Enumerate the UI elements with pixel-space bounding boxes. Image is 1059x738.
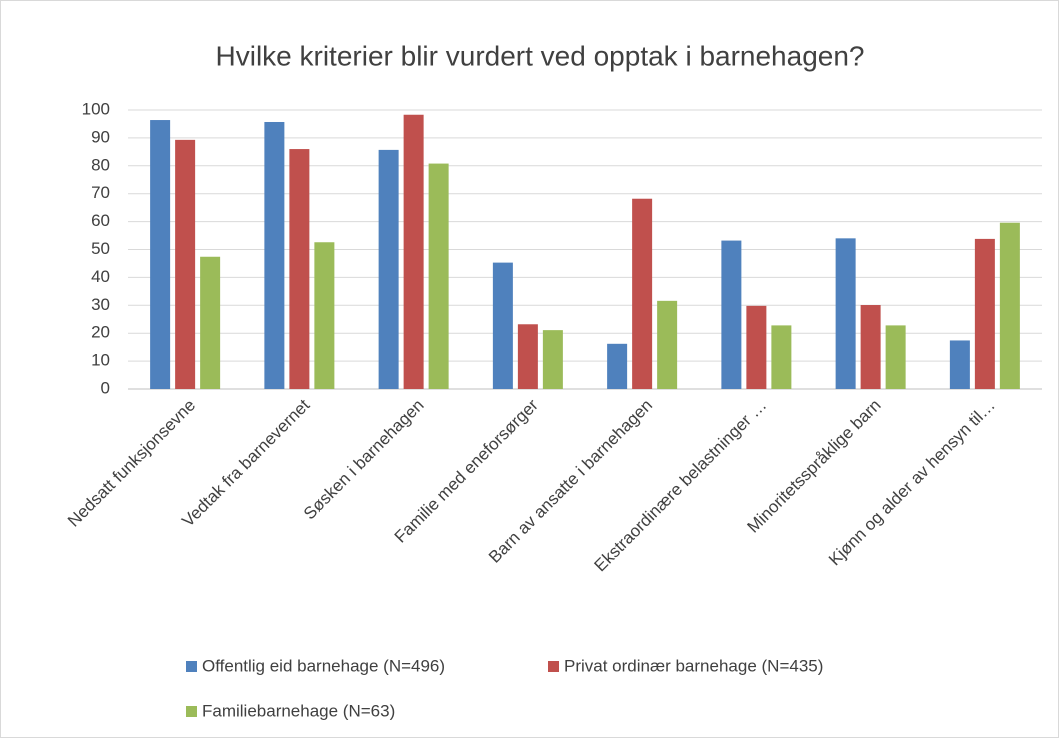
bar — [721, 240, 742, 389]
bar — [517, 324, 538, 389]
y-tick-label: 100 — [82, 99, 110, 118]
legend-label: Privat ordinær barnehage (N=435) — [564, 656, 823, 675]
bar — [200, 256, 221, 389]
bar — [542, 330, 563, 389]
bar — [428, 163, 449, 389]
bar — [403, 114, 424, 390]
bar — [289, 149, 310, 389]
legend-swatch — [186, 661, 197, 672]
y-tick-label: 60 — [91, 211, 110, 230]
y-tick-label: 20 — [91, 323, 110, 342]
bar — [492, 262, 513, 389]
bar — [949, 340, 970, 389]
bar — [150, 120, 171, 389]
y-tick-label: 30 — [91, 295, 110, 314]
bar — [746, 305, 767, 389]
bar — [999, 222, 1020, 389]
legend-label: Familiebarnehage (N=63) — [202, 701, 395, 720]
bar — [974, 238, 995, 389]
chart-title: Hvilke kriterier blir vurdert ved opptak… — [216, 40, 865, 71]
bar — [885, 325, 906, 389]
bar — [860, 305, 881, 389]
bar — [175, 139, 196, 389]
bar — [657, 300, 678, 389]
y-tick-label: 10 — [91, 351, 110, 370]
y-tick-label: 50 — [91, 239, 110, 258]
y-tick-label: 0 — [101, 378, 110, 397]
y-tick-label: 80 — [91, 155, 110, 174]
bar — [314, 242, 335, 389]
legend-swatch — [548, 661, 559, 672]
bar — [632, 198, 653, 389]
legend-swatch — [186, 706, 197, 717]
bar — [607, 343, 628, 389]
y-tick-label: 70 — [91, 183, 110, 202]
bar — [835, 238, 856, 389]
bar — [264, 121, 285, 389]
y-tick-label: 90 — [91, 127, 110, 146]
bar — [771, 325, 792, 389]
legend-label: Offentlig eid barnehage (N=496) — [202, 656, 445, 675]
y-tick-label: 40 — [91, 267, 110, 286]
bar — [378, 149, 399, 389]
